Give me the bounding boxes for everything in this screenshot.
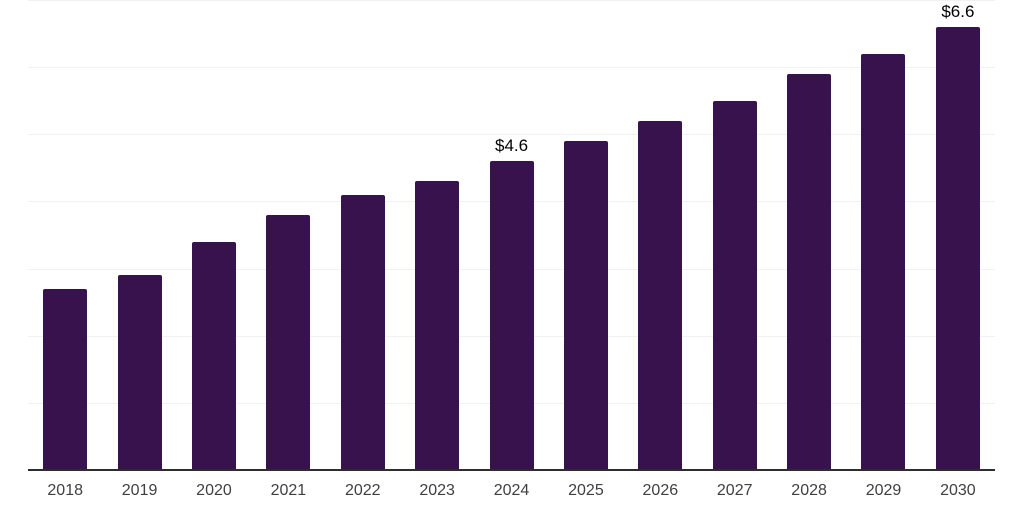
bar-slot-2030: $6.6 xyxy=(921,0,995,470)
bar-2018 xyxy=(43,288,88,470)
x-tick-label-2025: 2025 xyxy=(568,482,604,499)
x-tick-label-2022: 2022 xyxy=(344,482,381,499)
bar-2030 xyxy=(935,26,980,470)
gridline xyxy=(28,67,995,69)
bar-2022 xyxy=(340,194,385,470)
bar-slot-2019 xyxy=(102,0,176,470)
bar-slot-2020 xyxy=(177,0,251,470)
bar-slot-2018 xyxy=(28,0,102,470)
bar-slot-2026 xyxy=(623,0,697,470)
bar-slot-2027 xyxy=(698,0,772,470)
x-tick-label-2024: 2024 xyxy=(493,482,530,499)
x-tick-label-2018: 2018 xyxy=(47,482,83,499)
bar-2026 xyxy=(638,120,683,470)
x-tick-label-2027: 2027 xyxy=(716,482,753,499)
bar-2021 xyxy=(266,214,311,470)
x-axis-line xyxy=(28,469,995,471)
x-tick-label-2026: 2026 xyxy=(642,482,679,499)
bar-slot-2029 xyxy=(846,0,920,470)
bar-slot-2028 xyxy=(772,0,846,470)
x-tick-label-2030: 2030 xyxy=(940,482,976,499)
x-tick-label-2019: 2019 xyxy=(121,482,158,499)
bar-2024 xyxy=(489,161,534,470)
x-tick-label-2021: 2021 xyxy=(270,482,307,499)
x-tick-label-2020: 2020 xyxy=(196,482,232,499)
plot-area: $4.6 $6.6 xyxy=(28,0,995,470)
bar-series: $4.6 $6.6 xyxy=(28,0,995,470)
x-tick-label-2028: 2028 xyxy=(791,482,827,499)
x-tick-label-2029: 2029 xyxy=(865,482,902,499)
bar-2023 xyxy=(415,181,460,470)
gridline xyxy=(28,0,995,1)
bar-2027 xyxy=(712,100,757,470)
bar-value-label-2024: $4.6 xyxy=(494,136,529,156)
bar-slot-2025 xyxy=(549,0,623,470)
bar-slot-2024: $4.6 xyxy=(474,0,548,470)
bar-slot-2021 xyxy=(251,0,325,470)
bar-2025 xyxy=(563,141,608,470)
bar-2019 xyxy=(117,275,162,470)
bar-2028 xyxy=(787,73,832,470)
bar-2029 xyxy=(861,53,906,470)
x-axis-tick-labels: 2018 2019 2020 2021 2022 2023 2024 2025 2026 2027… xyxy=(28,479,995,503)
bar-2020 xyxy=(191,241,236,470)
bar-value-label-2030: $6.6 xyxy=(941,1,975,21)
gridline xyxy=(28,134,995,136)
x-tick-label-2023: 2023 xyxy=(419,482,455,499)
bar-slot-2023 xyxy=(400,0,474,470)
bar-slot-2022 xyxy=(326,0,400,470)
